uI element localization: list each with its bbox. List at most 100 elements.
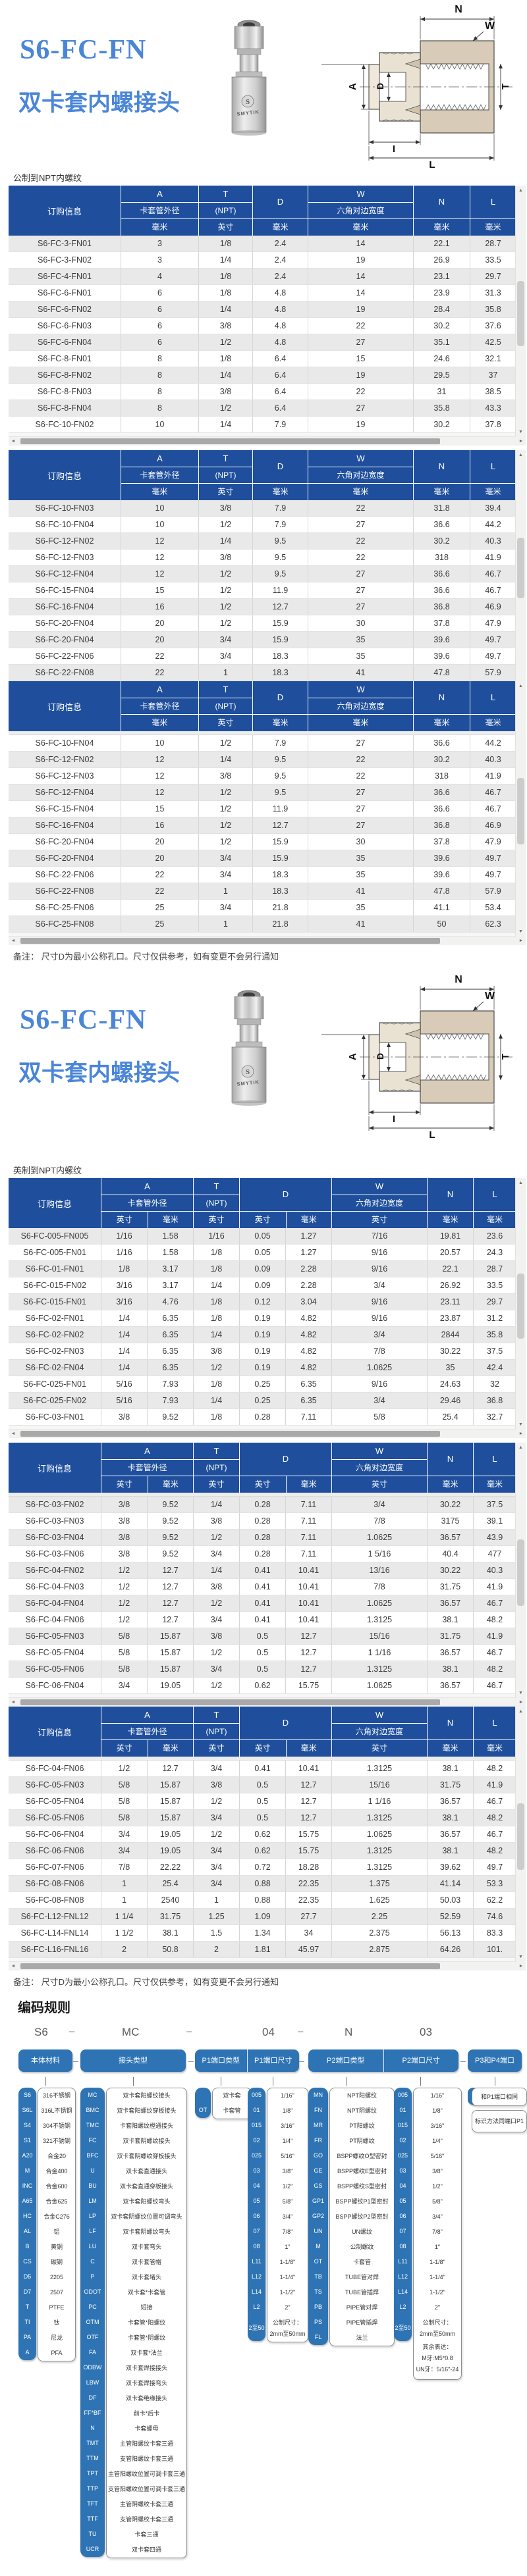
page-subtitle: 双卡套内螺接头: [18, 90, 180, 116]
horizontal-scrollbar[interactable]: ◄ ►: [9, 1697, 526, 1707]
code-description: 支管阴螺纹卡套三通: [119, 2516, 173, 2523]
scroll-right-icon[interactable]: ►: [518, 1700, 524, 1705]
code-description: BSPP螺纹P2型密封: [335, 2213, 389, 2220]
scroll-down-icon[interactable]: ▼: [518, 1955, 523, 1959]
vertical-scroll-thumb[interactable]: [517, 1274, 524, 1339]
table-row: S6-FC-04-FN02 1/2 12.7 1/4 0.41 10.41 13/16 30.…: [9, 1562, 526, 1579]
cell: 28.7: [473, 1261, 516, 1277]
cell: 3/16: [101, 1294, 147, 1310]
code-label: L14: [397, 2288, 408, 2295]
cell: 39.1: [473, 1513, 516, 1529]
scroll-left-icon[interactable]: ◄: [11, 1431, 16, 1436]
column-header-group: L 毫米: [473, 1443, 516, 1493]
cell: 3/4: [193, 1843, 239, 1859]
scroll-down-icon[interactable]: ▼: [518, 1422, 523, 1427]
vertical-scrollbar[interactable]: ▲ ▼: [515, 186, 526, 437]
scroll-down-icon[interactable]: ▼: [518, 1691, 523, 1695]
cell: 9/16: [331, 1310, 427, 1326]
cell: S6-FC-05-FN03: [25, 1780, 84, 1790]
code-description: 1-1/8": [430, 2259, 445, 2265]
scroll-up-icon[interactable]: ▲: [518, 453, 523, 457]
cell: 3/4: [193, 1546, 239, 1562]
horizontal-scrollbar[interactable]: ◄ ►: [9, 436, 526, 446]
cell: 5/8: [331, 1409, 427, 1425]
table-row: S6-FC-L16-FNL16 2 50.8 2 1.81 45.97 2.875 64.26…: [9, 1942, 526, 1958]
code-description: NPT阴螺纹: [347, 2107, 377, 2114]
cell: 1.3125: [331, 1859, 427, 1875]
scroll-left-icon[interactable]: ◄: [11, 1964, 16, 1969]
column-header-units: 毫米: [253, 219, 308, 236]
scroll-up-icon[interactable]: ▲: [518, 1445, 523, 1450]
cell: 2.4: [252, 252, 308, 268]
table-row: S6-FC-12-FN03 12 3/8 9.5 22 318 41.9: [9, 550, 526, 566]
code-description: PT阴螺纹: [349, 2138, 375, 2144]
cell: 48.2: [473, 1843, 516, 1859]
vertical-scrollbar[interactable]: ▲: [515, 450, 526, 681]
code-description: 公制尺寸： 2mm至50mm: [267, 2315, 308, 2342]
scroll-left-icon[interactable]: ◄: [11, 939, 16, 943]
scroll-right-icon[interactable]: ►: [518, 1964, 524, 1969]
column-header-group: T (NPT) 英寸: [193, 1178, 239, 1228]
column-header-group: A 卡套管外径 英寸 毫米: [101, 1707, 193, 1757]
vertical-scrollbar[interactable]: ▲ ▼: [515, 1178, 526, 1430]
cell: 0.88: [239, 1892, 285, 1908]
cell: 9.5: [252, 768, 308, 784]
cell: 1/8: [193, 1294, 239, 1310]
cell: 3/4: [193, 1810, 239, 1826]
scroll-up-icon[interactable]: ▲: [518, 188, 523, 193]
code-description: 7/8": [282, 2228, 293, 2235]
column-header-letter: N: [447, 1454, 454, 1464]
vertical-scroll-thumb[interactable]: [517, 281, 524, 347]
code-description: 7/8": [432, 2228, 443, 2235]
cell: 57.9: [470, 883, 516, 899]
unit-label: 毫米: [485, 222, 501, 232]
cell: 25.4: [427, 1409, 473, 1425]
scroll-up-icon[interactable]: ▲: [518, 1709, 523, 1714]
code-label: GP2: [312, 2213, 324, 2219]
cell: 1/4: [101, 1343, 147, 1359]
horizontal-scroll-thumb[interactable]: [20, 1963, 440, 1969]
cell: 7.9: [252, 735, 308, 751]
code-label: S6L: [22, 2107, 33, 2113]
column-header-letter: W: [375, 1181, 384, 1191]
vertical-scroll-thumb[interactable]: [517, 1539, 524, 1607]
horizontal-scroll-thumb[interactable]: [20, 1431, 440, 1437]
cell: 6: [121, 334, 198, 350]
column-header-group: N 毫米: [413, 186, 470, 236]
vertical-scroll-thumb[interactable]: [517, 1803, 524, 1870]
scroll-left-icon[interactable]: ◄: [11, 439, 16, 444]
scroll-right-icon[interactable]: ►: [518, 439, 524, 444]
horizontal-scroll-thumb[interactable]: [20, 438, 440, 444]
horizontal-scroll-thumb[interactable]: [20, 938, 440, 944]
cell: 46.7: [473, 1645, 516, 1661]
cell: 1/2: [198, 582, 252, 598]
cell: 1/4: [193, 1497, 239, 1512]
vertical-scrollbar[interactable]: ▲ ▼: [515, 1707, 526, 1962]
cell: 39.6: [413, 632, 470, 648]
horizontal-scroll-thumb[interactable]: [20, 1699, 440, 1705]
scroll-down-icon[interactable]: ▼: [518, 929, 523, 934]
vertical-scroll-thumb[interactable]: [517, 778, 524, 845]
cell: 0.5: [239, 1793, 285, 1809]
vertical-scrollbar[interactable]: ▲ ▼: [515, 1443, 526, 1698]
vertical-scrollbar[interactable]: ▲ ▼: [515, 681, 526, 937]
p3p4-text: 和P1端口相同: [480, 2094, 518, 2100]
cell: S6-FC-22-FN08: [35, 668, 94, 677]
vertical-scroll-thumb[interactable]: [517, 538, 524, 598]
scroll-left-icon[interactable]: ◄: [11, 1700, 16, 1705]
table-row: S6-FC-015-FN01 3/16 4.76 1/8 0.12 3.04 9/16 23.…: [9, 1294, 526, 1310]
scroll-down-icon[interactable]: ▼: [518, 430, 523, 434]
cell: 30.2: [413, 417, 470, 432]
scroll-right-icon[interactable]: ►: [518, 939, 524, 943]
cell: 1.0625: [331, 1595, 427, 1611]
cell: 1/2: [193, 1645, 239, 1661]
scroll-right-icon[interactable]: ►: [518, 1431, 524, 1436]
cell: 12.7: [252, 599, 308, 615]
cell: 9/16: [331, 1294, 427, 1310]
cell: 5/8: [101, 1810, 147, 1826]
scroll-up-icon[interactable]: ▲: [518, 684, 523, 688]
horizontal-scrollbar[interactable]: ◄ ►: [9, 1961, 526, 1971]
horizontal-scrollbar[interactable]: ◄ ►: [9, 1429, 526, 1438]
scroll-up-icon[interactable]: ▲: [518, 1181, 523, 1185]
horizontal-scrollbar[interactable]: ◄ ►: [9, 936, 526, 945]
